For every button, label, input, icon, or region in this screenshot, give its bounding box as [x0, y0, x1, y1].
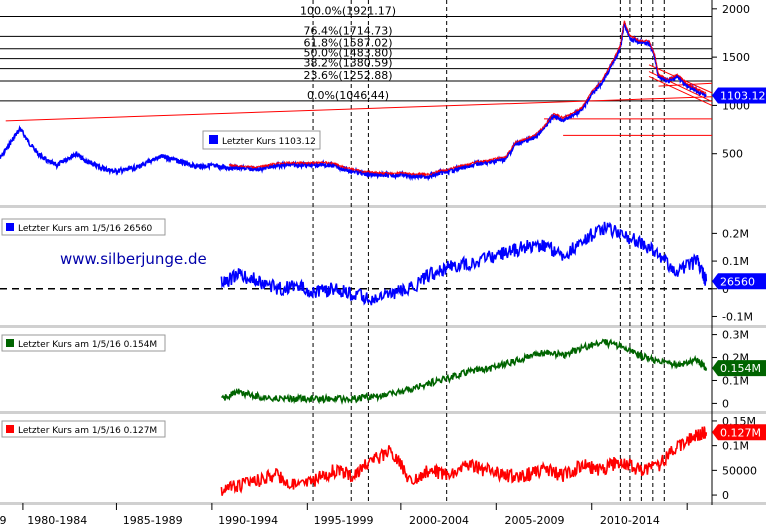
trend-line [648, 75, 713, 106]
y-tick-label: 0.1M [722, 255, 749, 268]
last-value-tag-text: 1103.12 [720, 89, 766, 102]
fib-level-label: 50.0%(1483.80) [303, 47, 392, 60]
legend-box [1, 420, 166, 438]
x-tick-label: 2000-2004 [409, 514, 469, 527]
last-value-tag [712, 87, 766, 104]
x-tick-label: 1980-1984 [27, 514, 87, 527]
x-tick-label: 1990-1994 [218, 514, 278, 527]
indicator-series-line [220, 221, 708, 306]
panel-separator [0, 205, 766, 208]
legend-swatch [209, 135, 218, 144]
trend-line [5, 96, 713, 122]
panel-separator [0, 325, 766, 328]
legend-label: Letzter Kurs am 1/5/16 0.154M [18, 340, 157, 350]
y-tick-label: 0 [722, 489, 729, 502]
legend-box [1, 334, 166, 352]
fib-level-label: 76.4%(1714.73) [303, 24, 392, 37]
legend-label: Letzter Kurs am 1/5/16 26560 [18, 224, 153, 234]
fib-level-label: 61.8%(1587.02) [303, 37, 392, 50]
indicator-series-line [220, 426, 708, 496]
y-tick-label: 2000 [722, 3, 750, 16]
fib-level-label: 38.2%(1380.59) [303, 57, 392, 70]
price-overlay-line [228, 20, 707, 177]
y-tick-label: 0.1M [722, 440, 749, 453]
watermark: www.silberjunge.de [60, 250, 207, 268]
panel-separator [0, 411, 766, 414]
x-tick-label: 9 [0, 514, 7, 527]
last-value-tag [712, 273, 766, 290]
indicator-series-line [221, 338, 708, 405]
panel-separator [0, 502, 766, 505]
legend-swatch [6, 339, 14, 347]
last-value-tag [712, 424, 766, 441]
last-value-tag-text: 0.154M [720, 362, 761, 375]
legend-swatch [6, 223, 14, 231]
x-tick-label: 1985-1989 [123, 514, 183, 527]
y-tick-label: 0.1M [722, 374, 749, 387]
legend-label: Letzter Kurs 1103.12 [222, 137, 316, 147]
y-tick-label: 50000 [722, 464, 757, 477]
legend-box [202, 130, 321, 150]
y-tick-label: 0.2M [722, 227, 749, 240]
last-value-tag-text: 0.127M [720, 426, 761, 439]
y-tick-label: 0 [722, 397, 729, 410]
y-tick-label: 0.3M [722, 329, 749, 342]
legend-label: Letzter Kurs am 1/5/16 0.127M [18, 426, 157, 436]
y-tick-label: -0.1M [722, 310, 753, 323]
fib-level-label: 100.0%(1921.17) [300, 4, 396, 17]
last-value-tag [712, 360, 766, 377]
y-tick-label: 1500 [722, 51, 750, 64]
x-tick-label: 2010-2014 [600, 514, 660, 527]
fib-level-label: 23.6%(1252.88) [303, 69, 392, 82]
legend-box [1, 218, 166, 236]
x-tick-label: 1995-1999 [314, 514, 374, 527]
fib-level-label: 0.0%(1046.44) [307, 89, 389, 102]
last-value-tag-text: 26560 [720, 275, 755, 288]
legend-swatch [6, 425, 14, 433]
x-tick-label: 2005-2009 [504, 514, 564, 527]
y-tick-label: 500 [722, 148, 743, 161]
